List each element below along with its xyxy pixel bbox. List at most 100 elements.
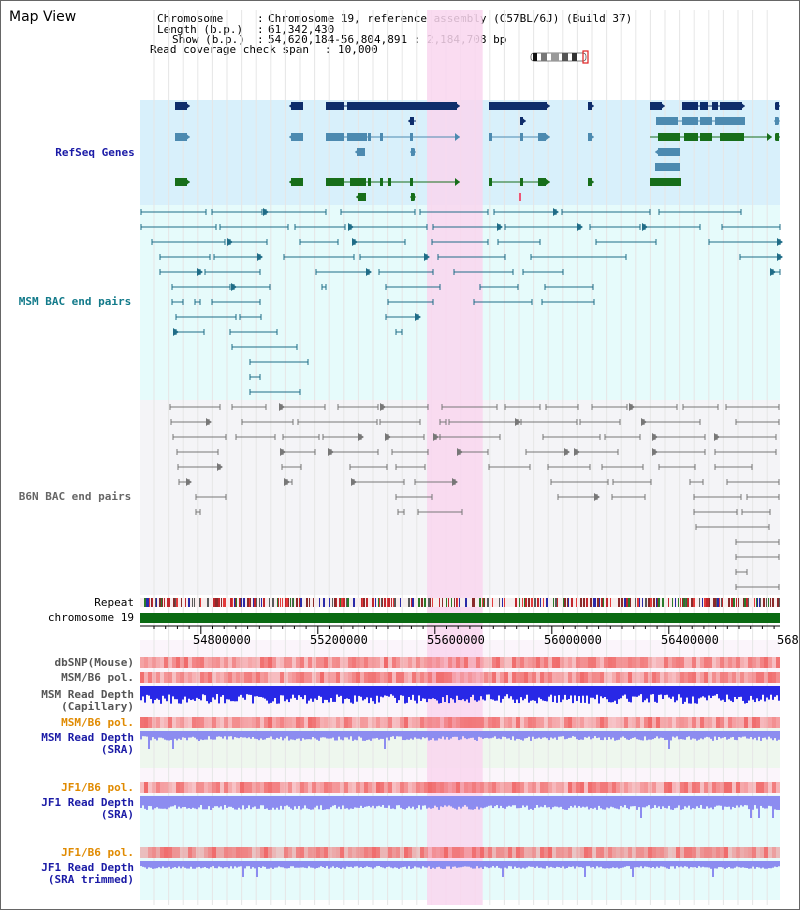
- depth-bar: [394, 861, 396, 868]
- heat-cell: [680, 847, 684, 858]
- depth-bar: [770, 796, 772, 807]
- depth-bar: [652, 686, 654, 695]
- depth-bar: [350, 731, 352, 737]
- repeat-mark: [492, 598, 493, 607]
- heat-cell: [640, 847, 644, 858]
- depth-bar: [262, 861, 264, 867]
- depth-bar: [650, 796, 652, 809]
- depth-bar: [716, 861, 718, 869]
- depth-bar: [718, 861, 720, 868]
- depth-bar: [196, 731, 198, 740]
- heat-cell: [592, 782, 596, 793]
- depth-bar: [358, 686, 360, 696]
- depth-bar: [148, 731, 150, 749]
- depth-bar: [354, 731, 356, 740]
- depth-bar: [660, 796, 662, 810]
- heat-cell: [304, 847, 308, 858]
- repeat-mark: [347, 598, 349, 607]
- depth-bar: [280, 796, 282, 806]
- depth-bar: [606, 796, 608, 808]
- depth-bar: [708, 686, 710, 696]
- repeat-mark: [176, 598, 178, 607]
- depth-bar: [776, 796, 778, 810]
- depth-bar: [212, 796, 214, 808]
- depth-bar: [440, 686, 442, 704]
- depth-bar: [756, 686, 758, 699]
- depth-bar: [504, 686, 506, 697]
- heat-cell: [448, 847, 452, 858]
- depth-bar: [354, 686, 356, 696]
- gene-exon: [682, 117, 698, 125]
- msm-bac-pair-arrow: [777, 238, 783, 246]
- depth-bar: [658, 861, 660, 868]
- depth-bar: [310, 731, 312, 740]
- depth-bar: [372, 796, 374, 806]
- heat-cell: [488, 847, 492, 858]
- depth-bar: [142, 686, 144, 697]
- depth-bar: [556, 686, 558, 703]
- depth-bar: [434, 796, 436, 806]
- depth-bar: [252, 861, 254, 868]
- heat-cell: [452, 657, 456, 668]
- depth-bar: [688, 731, 690, 737]
- depth-bar: [506, 731, 508, 739]
- depth-bar: [656, 861, 658, 867]
- depth-bar: [222, 796, 224, 810]
- heat-cell: [468, 672, 472, 683]
- depth-bar: [230, 796, 232, 807]
- depth-bar: [374, 686, 376, 704]
- depth-bar: [534, 686, 536, 701]
- depth-bar: [390, 731, 392, 737]
- depth-bar: [436, 686, 438, 701]
- depth-bar: [208, 796, 210, 807]
- depth-bar: [330, 686, 332, 699]
- b6n-bac-pair-arrow: [652, 448, 658, 456]
- depth-bar: [670, 861, 672, 867]
- depth-bar: [186, 686, 188, 703]
- depth-bar: [376, 686, 378, 696]
- repeat-mark: [728, 598, 730, 607]
- depth-bar: [488, 796, 490, 806]
- depth-bar: [714, 686, 716, 696]
- depth-bar: [604, 686, 606, 697]
- depth-bar: [500, 731, 502, 740]
- depth-bar: [656, 686, 658, 703]
- depth-bar: [276, 686, 278, 704]
- heat-cell: [376, 847, 380, 858]
- depth-bar: [724, 861, 726, 869]
- repeat-mark: [286, 598, 288, 607]
- depth-bar: [602, 796, 604, 810]
- gene-arrow: [589, 133, 594, 141]
- heat-cell: [464, 717, 468, 728]
- depth-bar: [650, 861, 652, 868]
- repeat-mark: [760, 598, 761, 607]
- heat-cell: [348, 657, 352, 668]
- depth-bar: [722, 796, 724, 810]
- heat-cell: [776, 657, 780, 668]
- heat-cell: [740, 717, 744, 728]
- depth-bar: [758, 731, 760, 737]
- depth-bar: [148, 796, 150, 806]
- depth-bar: [214, 861, 216, 869]
- depth-bar: [284, 796, 286, 807]
- heat-cell: [636, 782, 640, 793]
- depth-bar: [362, 731, 364, 741]
- msm-bac-pair-arrow: [227, 238, 233, 246]
- depth-bar: [286, 686, 288, 700]
- depth-bar: [504, 796, 506, 809]
- repeat-mark: [502, 598, 503, 607]
- heat-cell: [624, 847, 628, 858]
- depth-bar: [316, 686, 318, 700]
- heat-cell: [196, 847, 200, 858]
- depth-bar: [686, 861, 688, 867]
- depth-bar: [296, 861, 298, 868]
- depth-bar: [546, 731, 548, 739]
- repeat-mark: [722, 598, 723, 607]
- depth-bar: [676, 731, 678, 737]
- depth-bar: [202, 796, 204, 810]
- depth-bar: [388, 731, 390, 741]
- depth-bar: [194, 686, 196, 701]
- heat-cell: [380, 782, 384, 793]
- depth-bar: [314, 731, 316, 739]
